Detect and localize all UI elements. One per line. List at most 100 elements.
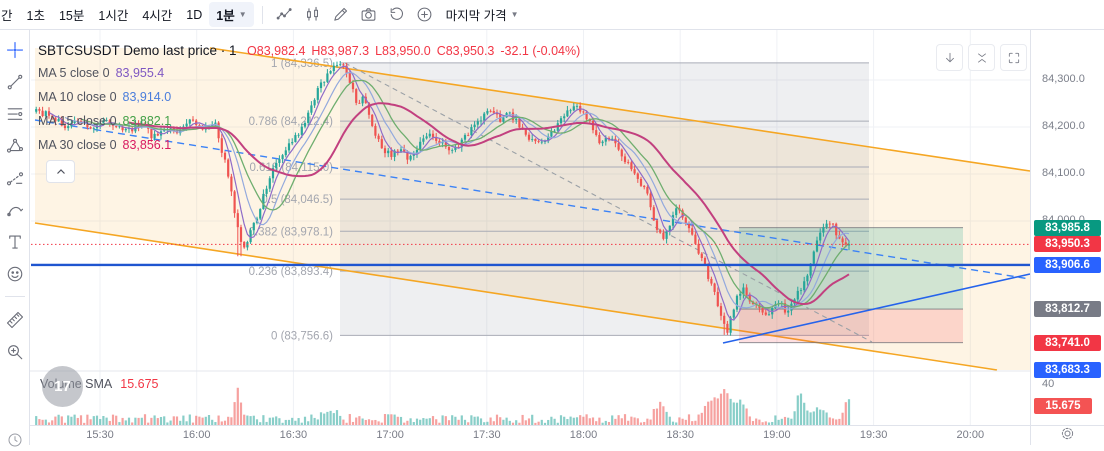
camera-icon	[361, 8, 376, 21]
time-tick: 18:00	[569, 429, 598, 441]
history-icon	[8, 433, 21, 446]
interval-button-6[interactable]: 1D	[186, 7, 203, 22]
ma-value: 83,882.1	[122, 114, 172, 128]
collapse-scale-button[interactable]	[968, 44, 995, 71]
volume-sma-badge: 15.675	[1034, 398, 1092, 414]
zoom-in-icon	[7, 344, 22, 359]
plus-circle-icon	[417, 7, 432, 22]
interval-button-4[interactable]: 1시간	[98, 9, 129, 23]
time-tick: 19:00	[763, 429, 791, 441]
price-badge: 83,906.6	[1034, 256, 1101, 273]
chart-corner-buttons	[936, 44, 1027, 71]
candles-icon	[307, 6, 319, 21]
volume-tick: 40	[1042, 378, 1055, 390]
fib-label: 0 (83,756.6)	[271, 330, 333, 342]
time-tick: 17:00	[376, 429, 404, 441]
interval-button-3[interactable]: 15분	[58, 9, 85, 23]
tool-brush[interactable]	[3, 198, 27, 221]
symbol-title: SBTCSUSDT Demo last price · 1	[38, 43, 237, 58]
time-tick: 16:30	[279, 429, 308, 441]
time-tick: 16:00	[182, 429, 211, 441]
channel-fill	[35, 48, 1030, 370]
ma-label: MA 10 close 0	[38, 90, 117, 104]
interval-active-button[interactable]: 1분 ▼	[209, 2, 254, 27]
price-tick: 84,300.0	[1042, 73, 1085, 85]
position-profit-zone	[739, 227, 963, 310]
ohlc-c: C83,950.3	[436, 44, 495, 58]
pencil-icon	[334, 7, 348, 21]
fib-label: 1 (84,336.5)	[271, 58, 333, 70]
ma-legend-row-4[interactable]: MA 30 close 0 83,856.1	[38, 138, 171, 152]
volume-sma-value: 15.675	[120, 377, 159, 391]
legend-collapse-button[interactable]	[46, 160, 75, 183]
ma-line	[128, 102, 850, 306]
gear-icon[interactable]	[1060, 426, 1075, 446]
candles-button[interactable]	[299, 3, 327, 27]
tool-forecast[interactable]	[3, 166, 27, 189]
ma-value: 83,955.4	[115, 66, 165, 80]
drawings-count-badge: 17	[42, 366, 83, 407]
time-tick: 15:30	[86, 429, 114, 441]
fib-label: 0.236 (83,893.4)	[249, 266, 334, 278]
chevron-up-icon	[56, 168, 65, 174]
fib-label: 0.382 (83,978.1)	[249, 226, 334, 238]
price-badge: 83,741.0	[1034, 334, 1101, 351]
line-chart-icon	[276, 8, 292, 20]
time-tick: 19:30	[859, 429, 888, 441]
last-price-dropdown[interactable]: 마지막 가격 ▼	[439, 2, 526, 27]
ohlc-h: H83,987.3	[311, 44, 370, 58]
interval-button-2[interactable]: 1초	[26, 9, 45, 23]
chevron-down-icon: ▼	[238, 10, 247, 19]
tool-emoji[interactable]	[3, 262, 27, 285]
tool-trendline[interactable]	[3, 70, 27, 93]
ma-label: MA 5 close 0	[38, 66, 110, 80]
ma-legend-row-3[interactable]: MA 15 close 0 83,882.1	[38, 114, 171, 128]
camera-button[interactable]	[355, 3, 383, 27]
price-tick: 84,200.0	[1042, 120, 1085, 132]
interval-active-label: 1분	[216, 9, 235, 23]
time-tick: 17:30	[473, 429, 501, 441]
forecast-icon	[6, 171, 23, 185]
price-badge: 83,683.3	[1034, 361, 1101, 378]
ma-label: MA 30 close 0	[38, 138, 117, 152]
tool-pattern[interactable]	[3, 134, 27, 157]
chart-legend: SBTCSUSDT Demo last price · 1 O83,982.4 H…	[38, 42, 580, 183]
axis-settings-corner	[1030, 425, 1104, 445]
price-badge: 83,812.7	[1034, 301, 1101, 318]
ma-legend-row-1[interactable]: MA 5 close 0 83,955.4	[38, 66, 164, 80]
tool-text[interactable]	[3, 230, 27, 253]
top-toolbar: 간 1초 15분 1시간 4시간 1D 1분 ▼ 마지막 가격 ▼	[0, 0, 1104, 30]
toolbar-divider	[4, 296, 25, 297]
interval-button-5[interactable]: 4시간	[142, 9, 173, 23]
tool-zoom-in[interactable]	[3, 340, 27, 363]
undo-button[interactable]	[383, 3, 411, 27]
gear-icon	[1061, 427, 1074, 439]
fib-label: 0.786 (84,212.4)	[249, 116, 334, 128]
tool-ruler[interactable]	[3, 308, 27, 331]
tool-crosshair[interactable]	[3, 38, 27, 61]
arrow-down-button[interactable]	[936, 44, 963, 71]
crosshair-icon	[6, 41, 23, 58]
time-tick: 20:00	[956, 429, 985, 441]
tool-fib-retracement[interactable]	[3, 102, 27, 125]
line-chart-button[interactable]	[271, 3, 299, 27]
chevron-down-icon: ▼	[510, 10, 519, 19]
arrow-down-icon	[945, 52, 954, 62]
channel-lower-line	[34, 222, 998, 371]
plus-circle-button[interactable]	[411, 3, 439, 27]
time-axis[interactable]: 15:30 16:00 16:30 17:00 17:30 18:00 18:30 19:00…	[30, 425, 1030, 445]
ma-value: 83,856.1	[122, 138, 172, 152]
tool-history[interactable]	[3, 428, 27, 451]
price-badge: 83,985.8	[1034, 219, 1101, 236]
ma-legend-row-2[interactable]: MA 10 close 0 83,914.0	[38, 90, 171, 104]
fullscreen-icon	[1008, 52, 1019, 63]
interval-button-1[interactable]: 간	[1, 9, 13, 23]
fullscreen-button[interactable]	[1000, 44, 1027, 71]
fib-retracement-icon	[7, 107, 22, 120]
last-price-label: 마지막 가격	[445, 9, 507, 23]
pencil-button[interactable]	[327, 3, 355, 27]
price-axis[interactable]: 84,300.084,200.084,100.084,000.04083,985…	[1030, 30, 1104, 425]
rising-trendline	[722, 273, 1031, 344]
fib-label: 0.5 (84,046.5)	[261, 194, 333, 206]
